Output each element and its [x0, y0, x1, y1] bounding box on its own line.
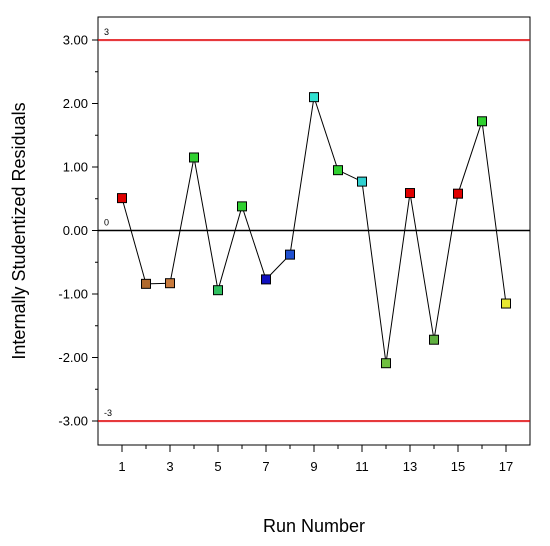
x-tick-label: 13 — [403, 459, 417, 474]
x-tick-label: 9 — [310, 459, 317, 474]
data-point — [189, 152, 199, 163]
y-axis: 3.00 2.00 1.00 0.00 -1.00 -2.00 -3.00 — [58, 33, 98, 429]
data-point — [477, 116, 487, 127]
data-point — [357, 176, 367, 187]
data-point — [405, 188, 415, 199]
data-point — [237, 201, 247, 212]
x-tick-label: 17 — [499, 459, 513, 474]
data-point — [285, 249, 295, 260]
y-axis-title: Internally Studentized Residuals — [9, 102, 29, 359]
reference-line-label: 3 — [104, 27, 109, 37]
y-tick-label: 2.00 — [63, 96, 88, 111]
data-point — [381, 358, 391, 369]
x-tick-label: 7 — [262, 459, 269, 474]
data-point — [309, 92, 319, 103]
reference-line-label: -3 — [104, 408, 112, 418]
data-point — [117, 193, 127, 204]
y-tick-label: 0.00 — [63, 223, 88, 238]
x-tick-label: 11 — [355, 459, 369, 474]
data-point — [429, 334, 439, 345]
x-axis-title: Run Number — [263, 516, 365, 536]
data-points — [117, 92, 511, 369]
reference-line-label: 0 — [104, 218, 109, 228]
y-tick-label: -1.00 — [58, 287, 88, 302]
x-tick-label: 1 — [118, 459, 125, 474]
data-point — [165, 278, 175, 289]
data-point — [141, 278, 151, 289]
data-point — [333, 165, 343, 176]
reference-lines: 3 0 -3 — [98, 27, 530, 423]
x-tick-label: 15 — [451, 459, 465, 474]
data-point — [261, 274, 271, 285]
x-axis: 1 3 5 7 9 11 13 15 17 — [118, 445, 513, 474]
data-point — [501, 298, 511, 309]
y-tick-label: -3.00 — [58, 414, 88, 429]
x-tick-label: 5 — [214, 459, 221, 474]
data-point — [213, 285, 223, 296]
x-tick-label: 3 — [166, 459, 173, 474]
y-tick-label: -2.00 — [58, 350, 88, 365]
data-point — [453, 188, 463, 199]
y-tick-label: 3.00 — [63, 33, 88, 48]
y-tick-label: 1.00 — [63, 160, 88, 175]
